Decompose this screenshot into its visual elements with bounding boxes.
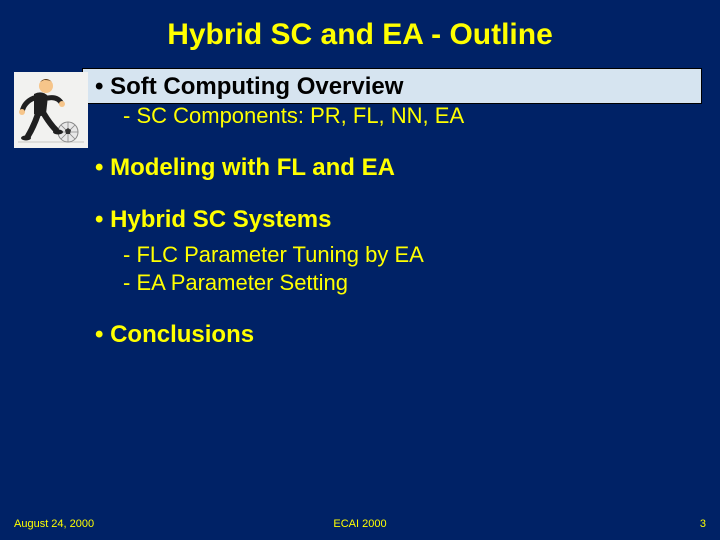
running-figure-icon [14,72,88,148]
slide: Hybrid SC and EA - Outline [0,0,720,540]
bullet-level-1: • Modeling with FL and EA [95,153,695,183]
spacer [95,183,695,205]
spacer [95,131,695,153]
bullet-text: FLC Parameter Tuning by EA [136,242,423,267]
bullet-level-1: • Conclusions [95,320,695,350]
dash-icon: - [123,103,136,128]
footer-page-number: 3 [700,518,706,530]
bullet-text: EA Parameter Setting [136,270,348,295]
bullet-text: SC Components: PR, FL, NN, EA [136,103,464,128]
footer: August 24, 2000 ECAI 2000 3 [0,510,720,530]
dash-icon: - [123,270,136,295]
bullet-list: • Soft Computing Overview- SC Components… [95,72,695,350]
footer-venue: ECAI 2000 [0,518,720,530]
bullet-level-2: - SC Components: PR, FL, NN, EA [123,102,695,131]
bullet-level-2: - FLC Parameter Tuning by EA [123,241,695,270]
title-text: Hybrid SC and EA - Outline [167,18,553,51]
bullet-level-1: • Soft Computing Overview [95,72,695,102]
spacer [95,298,695,320]
dash-icon: - [123,242,136,267]
slide-title: Hybrid SC and EA - Outline [0,0,720,62]
bullet-level-1: • Hybrid SC Systems [95,205,695,235]
clipart-figure [14,72,88,148]
bullet-level-2: - EA Parameter Setting [123,269,695,298]
